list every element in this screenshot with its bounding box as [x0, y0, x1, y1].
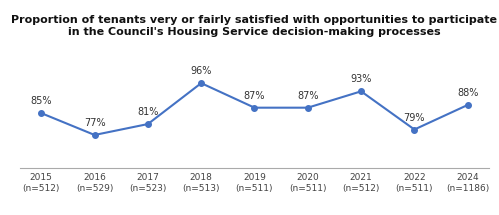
Text: 81%: 81% — [137, 107, 159, 117]
Text: 88%: 88% — [457, 88, 479, 98]
Text: 85%: 85% — [30, 96, 52, 106]
Text: 77%: 77% — [84, 118, 105, 128]
Text: 87%: 87% — [297, 91, 318, 101]
Text: Proportion of tenants very or fairly satisfied with opportunities to participate: Proportion of tenants very or fairly sat… — [11, 15, 498, 37]
Text: 79%: 79% — [404, 113, 425, 123]
Text: 93%: 93% — [350, 74, 372, 84]
Text: 96%: 96% — [191, 66, 212, 76]
Text: 87%: 87% — [244, 91, 265, 101]
